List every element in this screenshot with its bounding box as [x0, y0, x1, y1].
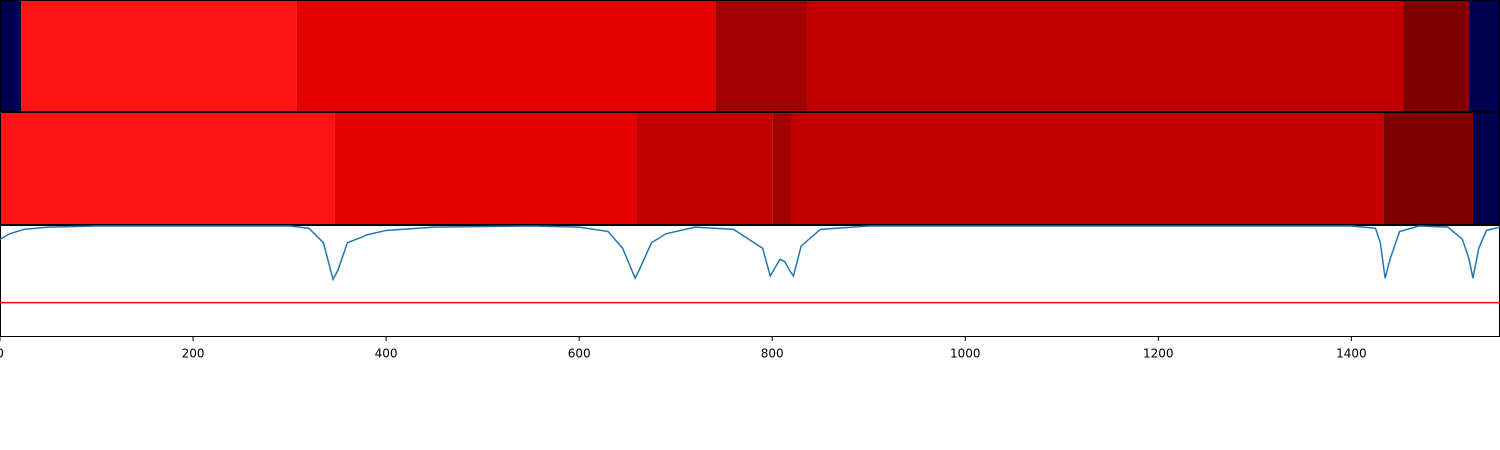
- segment: [791, 113, 1384, 225]
- segment: [1472, 113, 1500, 225]
- segment: [772, 113, 792, 225]
- segment: [21, 1, 297, 112]
- x-tick-label: 1200: [1143, 347, 1174, 361]
- segment: [715, 1, 807, 112]
- x-tick-label: 1000: [950, 347, 981, 361]
- segment: [1403, 1, 1470, 112]
- x-tick-label: 200: [182, 347, 205, 361]
- x-tick-label: 0: [0, 347, 4, 361]
- segment: [0, 1, 22, 112]
- x-tick-label: 1400: [1336, 347, 1367, 361]
- segment: [1383, 113, 1473, 225]
- plot-frame: [0, 225, 1500, 337]
- segment: [296, 1, 716, 112]
- segment: [636, 113, 773, 225]
- segment: [334, 113, 637, 225]
- segment: [0, 113, 335, 225]
- signal-line: [0, 225, 1500, 282]
- x-tick-label: 600: [568, 347, 591, 361]
- x-tick-label: 400: [375, 347, 398, 361]
- x-tick-label: 800: [761, 347, 784, 361]
- segment: [806, 1, 1404, 112]
- segment: [1469, 1, 1500, 112]
